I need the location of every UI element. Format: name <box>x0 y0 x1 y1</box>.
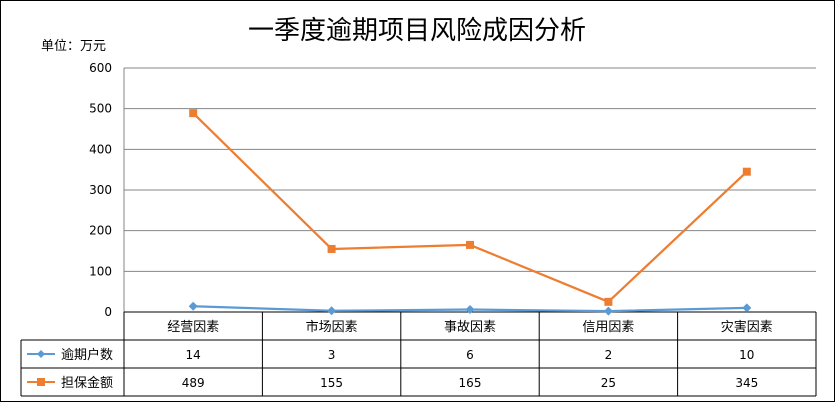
data-point <box>327 244 336 253</box>
unit-label: 单位：万元 <box>41 39 106 54</box>
data-point <box>604 297 613 306</box>
data-point <box>466 240 474 249</box>
y-tick-label: 300 <box>89 183 112 197</box>
chart-title: 一季度逾期项目风险成因分析 <box>248 16 586 46</box>
category-label: 市场因素 <box>306 319 358 335</box>
y-tick-label: 100 <box>89 264 112 278</box>
data-point <box>327 306 337 316</box>
table-cell-value: 3 <box>328 348 336 362</box>
table-cell-value: 14 <box>186 348 201 362</box>
series-lines <box>188 109 752 316</box>
data-point <box>603 306 613 316</box>
category-label: 经营因素 <box>167 320 219 335</box>
category-label: 灾害因素 <box>721 319 773 335</box>
y-tick-label: 0 <box>104 305 112 319</box>
category-label: 信用因素 <box>582 320 634 335</box>
y-tick-label: 600 <box>89 61 112 75</box>
data-point <box>188 301 198 311</box>
y-axis-ticks: 0 100 200 300 400 500 600 <box>89 61 112 319</box>
table-cell-value: 155 <box>320 376 343 390</box>
table-cell-value: 165 <box>459 376 482 390</box>
y-tick-label: 500 <box>89 102 112 116</box>
data-point <box>742 167 751 176</box>
data-point <box>465 305 475 315</box>
gridlines <box>123 67 816 312</box>
table-cell-value: 489 <box>182 376 205 390</box>
legend-marker <box>37 378 45 386</box>
y-tick-label: 200 <box>89 224 112 238</box>
table-cell-value: 345 <box>735 376 758 390</box>
series-name: 逾期户数 <box>61 347 113 363</box>
data-point <box>189 109 198 118</box>
y-tick-label: 400 <box>89 142 112 156</box>
table-cell-value: 25 <box>601 376 616 390</box>
series-line <box>192 112 748 303</box>
table-cell-value: 6 <box>466 348 474 362</box>
table-cell-value: 2 <box>605 348 613 362</box>
series-name: 担保金额 <box>61 375 113 391</box>
table-cell-value: 10 <box>739 348 754 362</box>
data-point <box>742 303 752 313</box>
category-label: 事故因素 <box>444 320 496 335</box>
legend-marker <box>37 350 45 358</box>
